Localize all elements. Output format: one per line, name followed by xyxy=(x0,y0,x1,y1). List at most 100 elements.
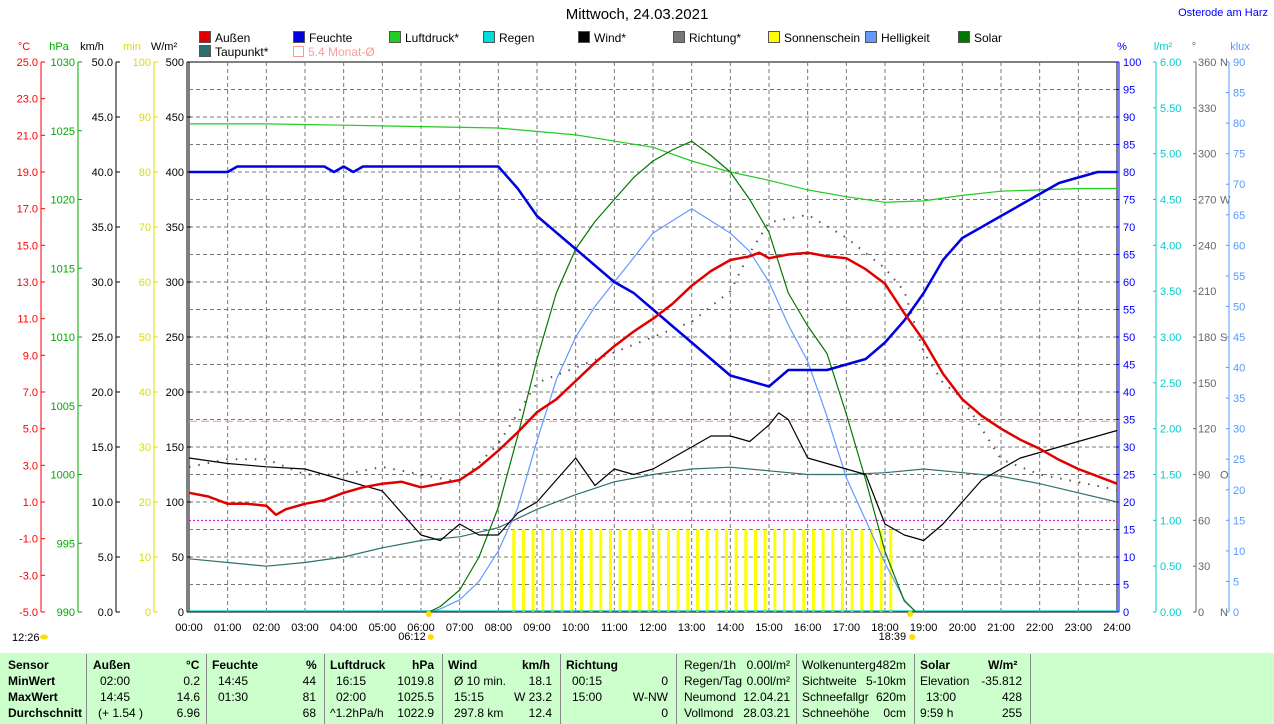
right-axis-tick-label: 150 xyxy=(1198,378,1216,390)
stats-richtung-max-value: W-NW xyxy=(632,690,668,704)
legend-label: Luftdruck* xyxy=(405,31,460,45)
right-axis-tick-label: 55 xyxy=(1233,271,1245,283)
sunshine-bar xyxy=(821,529,825,612)
sunshine-bar xyxy=(531,529,535,612)
stats-feuchte-max-value: 81 xyxy=(302,690,316,704)
sunshine-bar xyxy=(666,529,670,612)
legend-item: 5.4 Monat-Ø xyxy=(293,45,375,59)
right-axis-tick-label: 300 xyxy=(1198,149,1216,161)
legend-item: Regen xyxy=(483,31,534,45)
left-axis-tick-label: 7.0 xyxy=(23,387,38,399)
x-tick-label: 19:00 xyxy=(910,622,938,634)
left-axis-tick-label: 200 xyxy=(166,387,184,399)
left-axis-tick-label: 150 xyxy=(166,442,184,454)
series-line-feuchte xyxy=(189,165,1117,388)
left-axis-tick-label: 3.0 xyxy=(23,460,38,472)
stats-wind-max-time: 15:15 xyxy=(454,690,485,704)
series-line-helligkeit xyxy=(428,208,917,613)
legend-item: Taupunkt* xyxy=(199,45,268,59)
x-tick-label: 06:00 xyxy=(407,622,435,634)
right-axis-tick-label: 35 xyxy=(1233,393,1245,405)
stats-feuchte-unit: % xyxy=(306,658,317,672)
legend-label: Richtung* xyxy=(689,31,742,45)
weather-chart: °C 25.0 23.0 21.0 19.0 17.0 15.0 13.0 11.0 9.0 7.0… xyxy=(12,41,1250,644)
right-axis-direction-label: O xyxy=(1220,470,1229,482)
sunshine-bar xyxy=(570,529,574,612)
stats-regen-tag-label: Regen/Tag xyxy=(684,674,743,688)
station-name[interactable]: Osterode am Harz xyxy=(1178,7,1268,19)
left-axis-unit: °C xyxy=(18,41,30,53)
sunshine-bar xyxy=(541,529,545,612)
right-axis-tick-label: 30 xyxy=(1198,561,1210,573)
right-axis-tick-label: 75 xyxy=(1123,195,1135,207)
left-axis-tick-label: 5.0 xyxy=(23,424,38,436)
legend-item: Helligkeit xyxy=(865,31,930,45)
left-axis-unit: km/h xyxy=(80,41,104,53)
series-line-luftdruck xyxy=(189,123,1117,203)
right-axis-tick-label: 25 xyxy=(1233,454,1245,466)
stats-luftdruck-avg-value: 1022.9 xyxy=(397,706,434,720)
sunshine-bar xyxy=(657,529,661,612)
stats-regen-tag-value: 0.00l/m² xyxy=(746,674,790,688)
right-axis-tick-label: 85 xyxy=(1123,140,1135,152)
sunshine-bar xyxy=(686,529,690,612)
stats-aussen-unit: °C xyxy=(186,658,200,672)
right-axis-tick-label: 360 xyxy=(1198,57,1216,69)
right-axis-unit: ° xyxy=(1192,41,1196,53)
left-axis-tick-label: 40 xyxy=(139,387,151,399)
right-axis-tick-label: 3.00 xyxy=(1160,332,1181,344)
left-axis-tick-label: 250 xyxy=(166,332,184,344)
legend-label: Regen xyxy=(499,31,535,45)
table-divider xyxy=(560,654,561,724)
stats-aussen-max-value: 14.6 xyxy=(176,690,200,704)
sunshine-bar xyxy=(647,529,651,612)
right-axis-tick-label: 75 xyxy=(1233,149,1245,161)
sunshine-bar xyxy=(763,529,767,612)
right-axis-tick-label: 45 xyxy=(1233,332,1245,344)
stats-header-min: MinWert xyxy=(8,674,56,688)
legend-swatch xyxy=(865,31,877,43)
stats-sun-duration: 9:59 h xyxy=(920,706,954,720)
left-axis-tick-label: 80 xyxy=(139,167,151,179)
right-axis-tick-label: 5.50 xyxy=(1160,103,1181,115)
legend-swatch xyxy=(958,31,970,43)
right-axis-tick-label: 5 xyxy=(1123,580,1129,592)
stats-aussen-avg-value: 6.96 xyxy=(176,706,200,720)
sunshine-bar xyxy=(792,529,796,612)
x-tick-label: 10:00 xyxy=(562,622,590,634)
right-axis-unit: l/m² xyxy=(1154,41,1173,53)
sunshine-bar xyxy=(869,529,873,612)
right-axis-direction-label: N xyxy=(1220,607,1228,619)
stats-luftdruck-label: Luftdruck xyxy=(330,658,386,672)
right-axis-tick-label: 0 xyxy=(1123,607,1129,619)
legend-swatch xyxy=(389,31,401,43)
x-tick-label: 03:00 xyxy=(291,622,319,634)
stats-luftdruck-unit: hPa xyxy=(412,658,435,672)
left-axis-tick-label: 400 xyxy=(166,167,184,179)
right-axis-tick-label: 70 xyxy=(1123,222,1135,234)
stats-richtung-min-value: 0 xyxy=(661,674,668,688)
right-axis-tick-label: 25 xyxy=(1123,470,1135,482)
left-axis-tick-label: 0.0 xyxy=(98,607,113,619)
sunshine-bars xyxy=(512,529,893,612)
legend-swatch xyxy=(673,31,685,43)
noon-time-label: 12:26 xyxy=(12,632,40,644)
sunshine-bar xyxy=(676,529,680,612)
sunset-marker xyxy=(907,611,914,617)
left-axis-tick-label: 1010 xyxy=(51,332,75,344)
right-axis-tick-label: 50 xyxy=(1123,332,1135,344)
stats-wind-max-value: W 23.2 xyxy=(513,690,552,704)
sunshine-bar xyxy=(618,529,622,612)
left-axis-tick-label: 300 xyxy=(166,277,184,289)
right-axis-tick-label: 15 xyxy=(1123,525,1135,537)
legend-label: 5.4 Monat-Ø xyxy=(308,45,375,59)
legend-label: Helligkeit xyxy=(881,31,930,45)
right-axis-tick-label: 2.50 xyxy=(1160,378,1181,390)
stats-feuchte-max-time: 01:30 xyxy=(218,690,249,704)
legend-label: Sonnenschein xyxy=(784,31,861,45)
stats-wolkenunterg-value: 482m xyxy=(875,658,906,672)
sunshine-bar xyxy=(512,529,516,612)
stats-solar-label: Solar xyxy=(920,658,951,672)
x-tick-label: 04:00 xyxy=(330,622,358,634)
series-line-richtung xyxy=(188,213,1118,491)
